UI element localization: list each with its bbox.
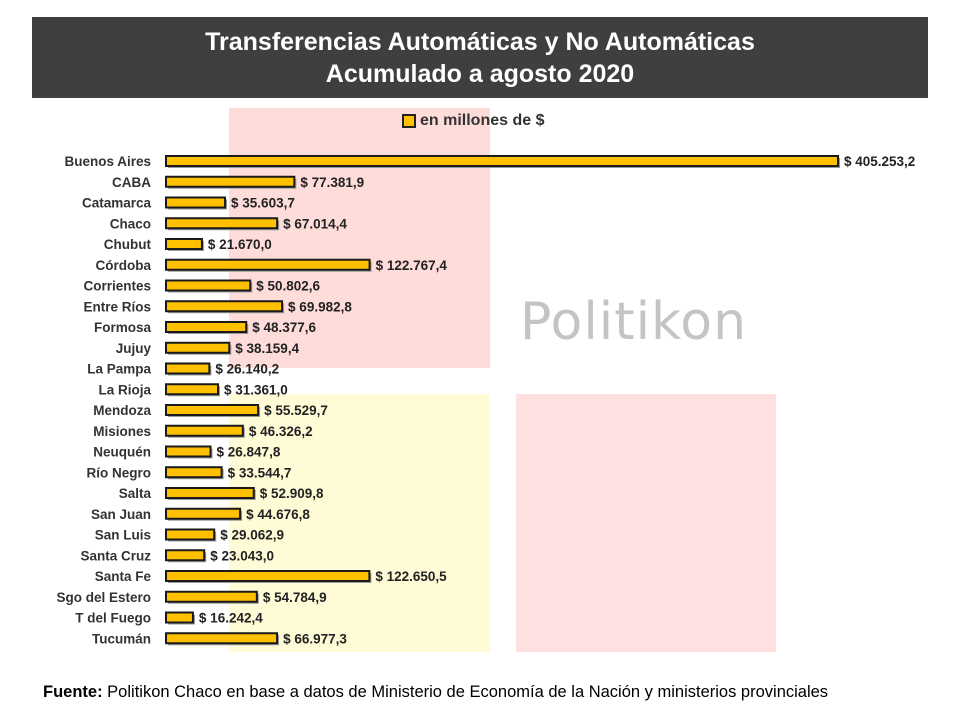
bar bbox=[165, 424, 244, 437]
bar bbox=[165, 632, 279, 645]
chart-title: Transferencias Automáticas y No Automáti… bbox=[205, 27, 755, 56]
bar bbox=[165, 507, 242, 520]
bar bbox=[165, 196, 227, 209]
bar bbox=[165, 258, 371, 271]
data-label: $ 44.676,8 bbox=[246, 507, 310, 522]
bar bbox=[165, 155, 839, 167]
category-label: Salta bbox=[119, 486, 152, 501]
bar bbox=[165, 362, 211, 375]
source-text: Politikon Chaco en base a datos de Minis… bbox=[102, 683, 829, 701]
data-label: $ 31.361,0 bbox=[224, 382, 288, 397]
category-label: San Juan bbox=[91, 507, 151, 522]
category-label: Formosa bbox=[94, 320, 152, 335]
bar bbox=[165, 217, 279, 230]
data-label: $ 48.377,6 bbox=[252, 320, 316, 335]
category-label: Entre Ríos bbox=[83, 299, 151, 314]
category-label: La Rioja bbox=[98, 382, 151, 397]
bar bbox=[165, 590, 258, 603]
data-label: $ 67.014,4 bbox=[283, 216, 347, 231]
category-label: Misiones bbox=[93, 424, 151, 439]
data-label: $ 23.043,0 bbox=[210, 548, 274, 563]
category-label: Catamarca bbox=[82, 196, 152, 211]
data-label: $ 26.140,2 bbox=[215, 362, 279, 377]
bar bbox=[165, 466, 223, 479]
bar bbox=[165, 341, 231, 354]
chart-subtitle: Acumulado a agosto 2020 bbox=[325, 59, 635, 88]
data-label: $ 50.802,6 bbox=[256, 279, 320, 294]
category-label: Santa Fe bbox=[95, 569, 152, 584]
category-label: Chubut bbox=[104, 237, 152, 252]
data-label: $ 38.159,4 bbox=[235, 341, 299, 356]
data-label: $ 69.982,8 bbox=[288, 299, 352, 314]
bar bbox=[165, 300, 284, 313]
data-label: $ 122.650,5 bbox=[375, 569, 447, 584]
data-label: $ 405.253,2 bbox=[844, 154, 915, 169]
data-label: $ 29.062,9 bbox=[220, 528, 284, 543]
bar bbox=[165, 528, 216, 541]
data-label: $ 21.670,0 bbox=[208, 237, 272, 252]
category-label: Corrientes bbox=[83, 279, 151, 294]
data-label: $ 52.909,8 bbox=[260, 486, 324, 501]
category-label: Tucumán bbox=[92, 631, 151, 646]
data-label: $ 122.767,4 bbox=[376, 258, 448, 273]
category-label: Río Negro bbox=[86, 465, 151, 480]
source-note: Fuente: Politikon Chaco en base a datos … bbox=[43, 683, 828, 702]
category-label: Sgo del Estero bbox=[56, 590, 151, 605]
data-label: $ 66.977,3 bbox=[283, 631, 347, 646]
bar bbox=[165, 175, 296, 188]
category-label: La Pampa bbox=[87, 362, 151, 377]
data-label: $ 35.603,7 bbox=[231, 196, 295, 211]
bar bbox=[165, 549, 206, 562]
legend-label: en millones de $ bbox=[420, 112, 545, 129]
category-label: Mendoza bbox=[93, 403, 151, 418]
chart-title-banner: Transferencias Automáticas y No Automáti… bbox=[32, 17, 928, 98]
bar bbox=[165, 570, 371, 582]
bar bbox=[165, 383, 220, 396]
category-label: Buenos Aires bbox=[64, 154, 151, 169]
data-label: $ 77.381,9 bbox=[300, 175, 364, 190]
category-label: Jujuy bbox=[116, 341, 152, 356]
bar bbox=[165, 238, 203, 250]
legend-swatch bbox=[402, 114, 416, 128]
bar bbox=[165, 611, 194, 624]
category-label: Neuquén bbox=[93, 445, 151, 460]
bar bbox=[165, 279, 252, 292]
bar bbox=[165, 445, 212, 458]
bar bbox=[165, 487, 255, 499]
category-label: CABA bbox=[112, 175, 151, 190]
category-label: Chaco bbox=[110, 216, 151, 231]
data-label: $ 33.544,7 bbox=[228, 465, 292, 480]
data-label: $ 54.784,9 bbox=[263, 590, 327, 605]
data-label: $ 46.326,2 bbox=[249, 424, 313, 439]
category-label: Córdoba bbox=[96, 258, 152, 273]
data-label: $ 26.847,8 bbox=[217, 445, 281, 460]
bar bbox=[165, 404, 260, 416]
chart-legend: en millones de $ bbox=[402, 112, 544, 130]
category-label: Santa Cruz bbox=[80, 548, 151, 563]
data-label: $ 16.242,4 bbox=[199, 611, 263, 626]
bar bbox=[165, 321, 248, 333]
category-label: T del Fuego bbox=[75, 611, 151, 626]
source-label: Fuente: bbox=[43, 683, 103, 701]
data-label: $ 55.529,7 bbox=[264, 403, 328, 418]
category-label: San Luis bbox=[95, 528, 151, 543]
